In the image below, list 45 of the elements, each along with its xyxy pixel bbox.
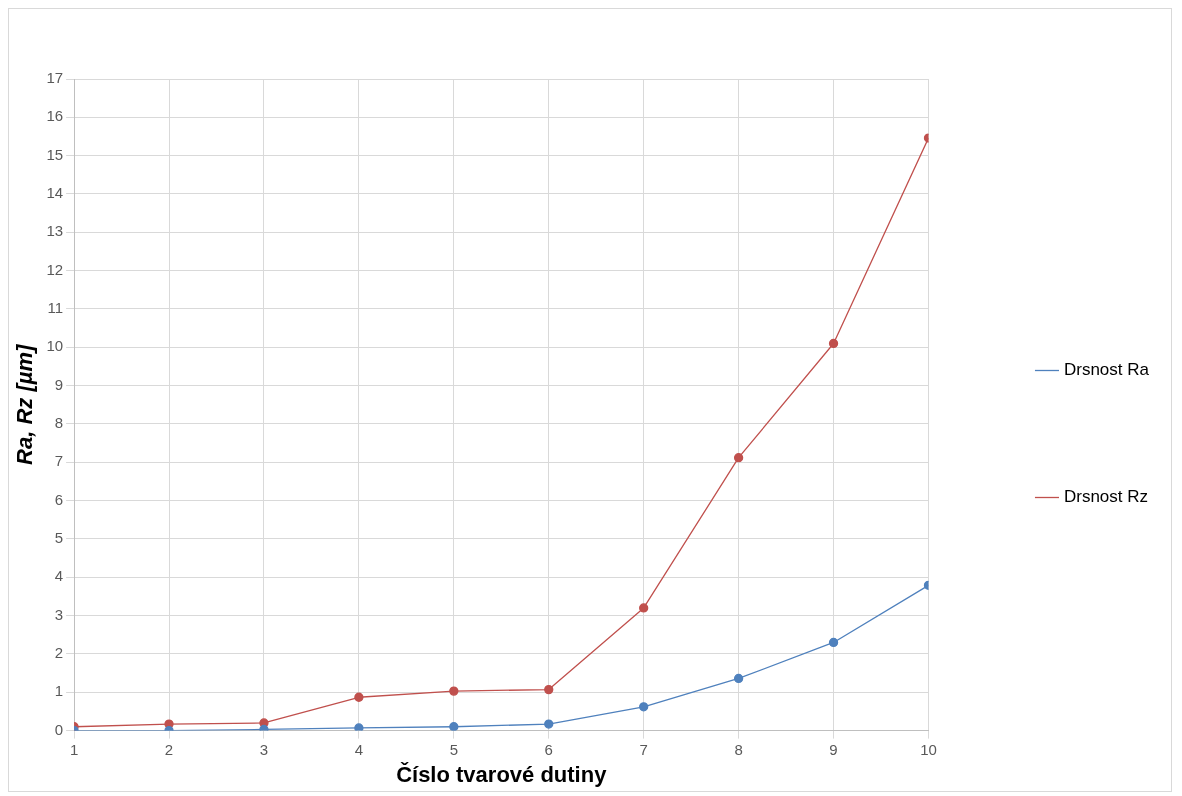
legend-label: Drsnost Rz	[1063, 487, 1149, 507]
point	[733, 453, 744, 463]
y-tick-label: 4	[54, 567, 64, 585]
y-tick-label: 5	[54, 529, 64, 547]
y-tick-label: 9	[54, 375, 64, 393]
y-tick-label: 0	[54, 720, 64, 738]
x-tick-label: 2	[164, 740, 174, 758]
point	[828, 637, 839, 648]
x-tick-label: 7	[639, 740, 648, 758]
point	[733, 673, 744, 684]
point	[544, 719, 554, 729]
point	[639, 603, 649, 613]
x-tick-label: 6	[544, 740, 553, 758]
x-tick-label: 1	[69, 740, 79, 758]
point	[354, 723, 364, 731]
y-tick-label: 12	[46, 260, 64, 278]
x-tick-label: 5	[449, 740, 458, 758]
x-tick-label: 10	[920, 740, 937, 758]
y-tick-label: 2	[54, 644, 64, 662]
y-tick-label: 10	[46, 337, 64, 355]
x-tick-label: 4	[354, 740, 364, 758]
legend-label: Drsnost Ra	[1063, 360, 1150, 380]
y-tick-label: 11	[47, 299, 64, 317]
y-axis-title: Ra, Rz [µm]	[12, 344, 38, 465]
point	[259, 724, 269, 731]
x-axis-title: Číslo tvarové dutiny	[396, 761, 608, 787]
point	[639, 702, 649, 712]
point	[449, 686, 459, 696]
y-tick-label: 7	[54, 452, 64, 470]
y-tick-label: 16	[46, 107, 64, 125]
point	[828, 338, 839, 349]
point	[449, 722, 459, 731]
x-tick-label: 3	[259, 740, 269, 758]
y-tick-label: 6	[54, 490, 64, 508]
y-tick-label: 13	[46, 222, 64, 240]
y-tick-label: 1	[54, 682, 64, 700]
y-tick-label: 8	[54, 414, 64, 432]
point	[354, 692, 364, 702]
y-tick-label: 15	[46, 145, 64, 163]
y-tick-label: 14	[46, 184, 64, 202]
x-tick-label: 8	[734, 740, 743, 758]
point	[544, 684, 554, 695]
y-tick-label: 17	[46, 69, 64, 87]
y-tick-label: 3	[54, 605, 64, 623]
x-tick-label: 9	[829, 740, 838, 758]
